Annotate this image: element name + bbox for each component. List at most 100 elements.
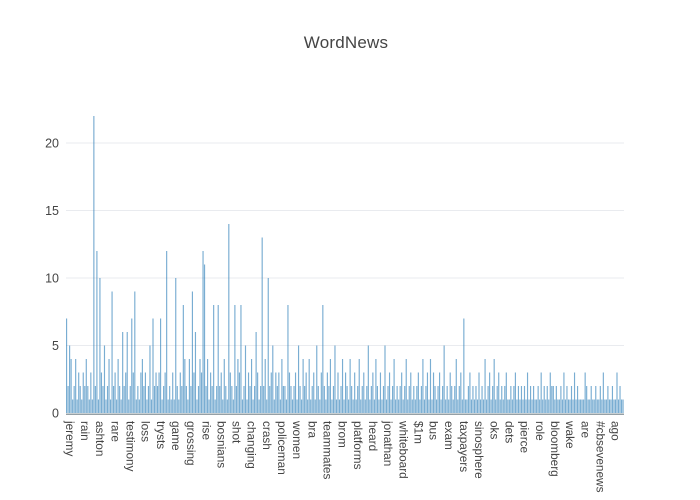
bar[interactable] (584, 372, 586, 414)
bar[interactable] (85, 359, 87, 413)
bar[interactable] (507, 399, 509, 414)
bar[interactable] (79, 386, 81, 413)
bar[interactable] (285, 399, 288, 414)
bar[interactable] (229, 372, 231, 414)
bar[interactable] (257, 372, 259, 414)
bar[interactable] (526, 372, 529, 414)
bar[interactable] (304, 386, 306, 413)
bar[interactable] (203, 264, 206, 414)
bar[interactable] (196, 399, 198, 414)
bar[interactable] (479, 399, 482, 414)
bar[interactable] (502, 399, 504, 414)
bar[interactable] (511, 399, 513, 414)
bar[interactable] (258, 399, 260, 414)
bar[interactable] (384, 345, 386, 414)
bar[interactable] (116, 399, 118, 414)
bar[interactable] (520, 386, 523, 413)
bar[interactable] (137, 386, 139, 413)
bar[interactable] (220, 372, 222, 414)
bar[interactable] (605, 399, 607, 414)
bar[interactable] (411, 399, 413, 414)
bar[interactable] (364, 399, 366, 414)
bar[interactable] (323, 386, 325, 413)
bar[interactable] (554, 399, 556, 414)
bar[interactable] (413, 386, 415, 413)
bar[interactable] (216, 386, 218, 413)
bar[interactable] (332, 386, 335, 413)
bar[interactable] (493, 359, 495, 413)
bar[interactable] (134, 291, 136, 414)
bar[interactable] (188, 359, 190, 413)
bar[interactable] (563, 372, 565, 414)
bar[interactable] (546, 386, 548, 413)
bar[interactable] (103, 345, 106, 414)
bar[interactable] (426, 372, 429, 414)
bar[interactable] (155, 372, 157, 414)
bar[interactable] (243, 386, 245, 413)
bar[interactable] (266, 399, 268, 414)
bar[interactable] (82, 372, 84, 414)
bar[interactable] (564, 399, 567, 414)
bar[interactable] (329, 359, 331, 413)
bar[interactable] (287, 305, 289, 413)
bar[interactable] (566, 386, 568, 413)
bar[interactable] (395, 399, 397, 414)
bar[interactable] (123, 386, 125, 413)
bar[interactable] (489, 372, 491, 414)
bar[interactable] (595, 386, 597, 413)
bar[interactable] (514, 372, 516, 414)
bar[interactable] (261, 237, 263, 414)
bar[interactable] (320, 372, 322, 414)
bar[interactable] (596, 399, 598, 414)
bar[interactable] (267, 278, 269, 413)
bar[interactable] (255, 332, 257, 413)
bar[interactable] (581, 399, 583, 414)
bar[interactable] (561, 399, 563, 414)
bar[interactable] (170, 399, 172, 414)
bar[interactable] (178, 399, 180, 414)
bar[interactable] (126, 332, 128, 413)
bar[interactable] (210, 372, 212, 414)
bar[interactable] (238, 372, 241, 414)
bar[interactable] (99, 278, 101, 413)
bar[interactable] (589, 399, 591, 414)
bar[interactable] (75, 359, 77, 413)
bar[interactable] (495, 399, 497, 414)
bar[interactable] (276, 386, 278, 413)
bar[interactable] (355, 399, 357, 414)
bar[interactable] (505, 372, 507, 414)
bar[interactable] (113, 386, 115, 413)
bar[interactable] (431, 399, 433, 414)
bar[interactable] (190, 386, 192, 413)
bar[interactable] (263, 386, 265, 413)
bar[interactable] (543, 386, 545, 413)
bar[interactable] (449, 372, 451, 414)
bar[interactable] (343, 399, 345, 414)
bar[interactable] (138, 399, 140, 414)
bar[interactable] (81, 399, 83, 414)
bar[interactable] (551, 386, 553, 413)
bar[interactable] (617, 399, 620, 414)
bar[interactable] (442, 386, 444, 413)
bar[interactable] (501, 386, 503, 413)
bar[interactable] (313, 372, 315, 414)
bar[interactable] (402, 399, 404, 414)
bar[interactable] (487, 386, 489, 413)
bar[interactable] (611, 386, 614, 413)
bar[interactable] (158, 372, 160, 414)
bar[interactable] (429, 359, 432, 413)
bar[interactable] (207, 359, 209, 413)
bar[interactable] (173, 399, 175, 414)
bar[interactable] (555, 386, 557, 413)
bar[interactable] (363, 372, 365, 414)
bar[interactable] (334, 345, 336, 414)
bar[interactable] (381, 399, 383, 414)
bar[interactable] (525, 399, 527, 414)
bar[interactable] (179, 372, 181, 414)
bar[interactable] (225, 386, 227, 413)
bar[interactable] (455, 359, 457, 413)
bar[interactable] (549, 372, 551, 414)
bar[interactable] (307, 399, 309, 414)
bar[interactable] (141, 359, 143, 413)
bar[interactable] (199, 359, 201, 413)
